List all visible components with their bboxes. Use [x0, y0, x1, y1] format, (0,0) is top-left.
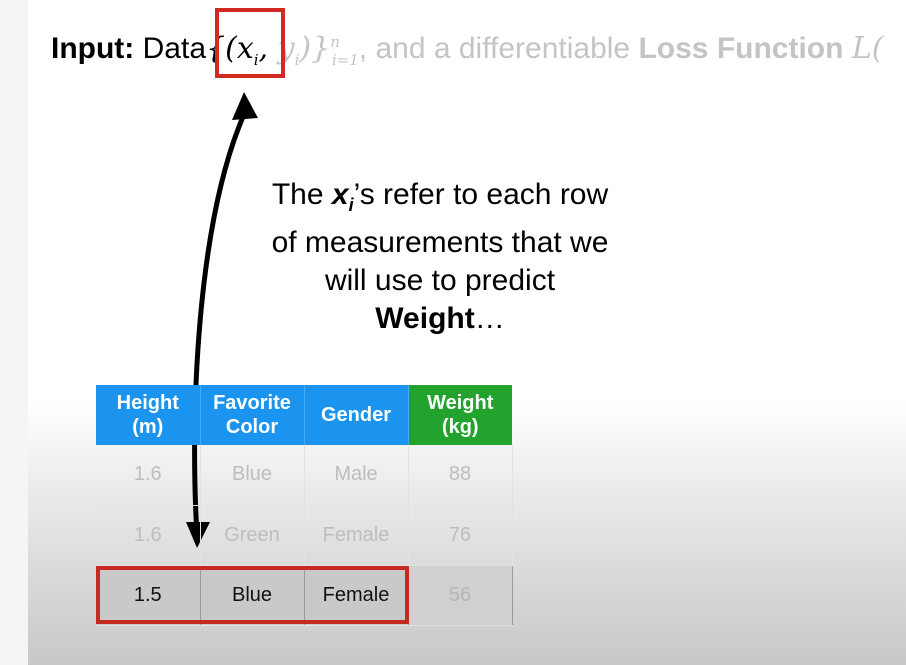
cell-color: Green	[200, 505, 305, 566]
header-gender: Gender	[304, 385, 409, 445]
cell-gender: Female	[304, 565, 409, 626]
caption-line-3: will use to predict	[324, 264, 556, 297]
set-faded: yi)}ni=1	[277, 31, 359, 69]
headline: Input: Data{(xi, yi)}ni=1, and a differe…	[51, 22, 906, 69]
cell-weight: 76	[408, 505, 513, 566]
cell-weight: 56	[408, 565, 513, 626]
cell-color: Blue	[200, 445, 305, 506]
table-row: 1.6 Green Female 76	[96, 505, 513, 566]
data-word: Data	[142, 32, 207, 65]
cell-weight: 88	[408, 445, 513, 506]
cell-height: 1.6	[96, 445, 201, 506]
caption-line-2: of measurements that we	[271, 226, 609, 259]
header-height: Height (m)	[96, 385, 201, 445]
header-weight: Weight (kg)	[408, 385, 512, 445]
caption-line-1: The xi’s refer to each row	[271, 178, 609, 215]
caption-line-4: Weight…	[375, 302, 505, 335]
input-label: Input:	[51, 32, 135, 65]
loss-function-label: Loss Function	[638, 32, 844, 65]
table-header-row: Height (m) Favorite Color Gender Weight (kg…	[96, 385, 512, 445]
loss-symbol: L(	[851, 31, 884, 66]
xi-highlight-box	[215, 8, 285, 78]
table-row: 1.6 Blue Male 88	[96, 445, 513, 506]
header-favorite-color: Favorite Color	[200, 385, 305, 445]
cell-height: 1.6	[96, 505, 201, 566]
headline-middle-text: , and a differentiable	[358, 32, 631, 65]
set-open: {(xi,	[206, 31, 269, 69]
cell-height: 1.5	[96, 565, 201, 626]
left-margin-strip	[0, 0, 28, 665]
table-row-highlighted: 1.5 Blue Female 56	[96, 565, 513, 626]
cell-gender: Female	[304, 505, 409, 566]
cell-gender: Male	[304, 445, 409, 506]
cell-color: Blue	[200, 565, 305, 626]
caption: The xi’s refer to each row of measuremen…	[240, 176, 640, 338]
data-table: Height (m) Favorite Color Gender Weight (kg…	[96, 385, 513, 626]
row-highlight-box	[96, 566, 409, 624]
